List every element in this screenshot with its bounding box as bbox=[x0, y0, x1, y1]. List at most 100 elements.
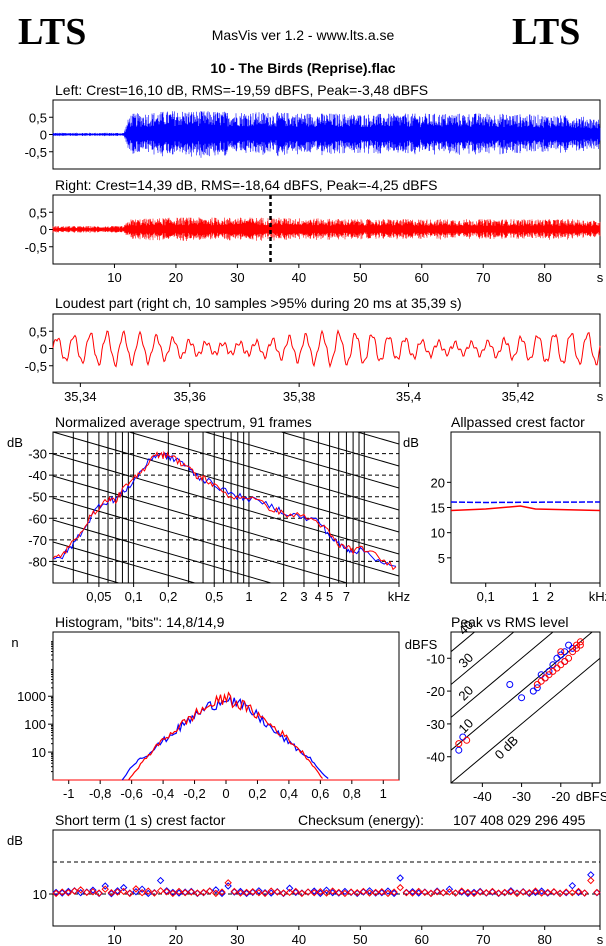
spectrum-slope-line bbox=[355, 432, 399, 445]
histogram-xtick-label: 0 bbox=[222, 786, 229, 801]
peakrms-point-right bbox=[557, 648, 565, 656]
spectrum-ytick-label: -80 bbox=[28, 554, 47, 569]
shortterm-point-left bbox=[255, 887, 263, 895]
shortterm-point-right bbox=[525, 889, 534, 897]
shortterm-xtick-label: 80 bbox=[537, 932, 551, 946]
right_wave-xtick-label: s bbox=[597, 270, 604, 285]
shortterm-point-right bbox=[64, 889, 73, 897]
shortterm-point-left bbox=[101, 882, 109, 890]
shortterm-point-right bbox=[451, 889, 460, 897]
right_wave-ytick-label: 0 bbox=[40, 223, 47, 238]
histogram-xtick-label: 0,4 bbox=[280, 786, 298, 801]
shortterm-point-right bbox=[181, 889, 189, 897]
allpass-xtick-label: 0,1 bbox=[477, 589, 495, 604]
shortterm-point-right bbox=[310, 889, 318, 897]
shortterm-point-left bbox=[556, 889, 564, 898]
shortterm-point-left bbox=[365, 887, 374, 895]
shortterm-point-left bbox=[580, 889, 589, 897]
shortterm-point-right bbox=[230, 887, 239, 896]
shortterm-point-right bbox=[556, 889, 564, 898]
shortterm-point-right bbox=[353, 889, 361, 897]
shortterm-point-right bbox=[482, 889, 491, 897]
allpass-xtick-label: 2 bbox=[547, 589, 554, 604]
shortterm-point-right bbox=[365, 889, 374, 897]
spectrum-ytick-label: -70 bbox=[28, 533, 47, 548]
right-wave-title: Right: Crest=14,39 dB, RMS=-18,64 dBFS, … bbox=[55, 177, 438, 193]
histogram-ytick-label: 1000 bbox=[17, 689, 46, 704]
shortterm-point-right bbox=[433, 888, 441, 896]
histogram-series-left bbox=[121, 695, 329, 781]
checksum-label: Checksum (energy): bbox=[298, 812, 425, 828]
shortterm-point-right bbox=[249, 888, 257, 896]
shortterm-point-right bbox=[359, 887, 368, 896]
peakrms-point-left bbox=[506, 681, 514, 688]
shortterm-xtick-label: 40 bbox=[292, 932, 306, 946]
shortterm-point-right bbox=[378, 888, 386, 896]
shortterm-point-right bbox=[273, 888, 282, 896]
spectrum-ytick-label: -60 bbox=[28, 511, 47, 526]
shortterm-point-right bbox=[427, 889, 435, 898]
histogram-ytick-label: 10 bbox=[32, 745, 46, 760]
shortterm-point-right bbox=[126, 889, 134, 898]
shortterm-point-left bbox=[107, 889, 116, 898]
shortterm-point-right bbox=[488, 887, 497, 896]
shortterm-point-right bbox=[513, 889, 521, 898]
shortterm-point-right bbox=[285, 888, 294, 897]
shortterm-point-left bbox=[242, 889, 251, 898]
peakrms-point-left bbox=[518, 694, 526, 702]
histogram-frame bbox=[52, 631, 400, 781]
left_wave-series-left bbox=[52, 111, 601, 158]
shortterm-point-left bbox=[427, 889, 435, 898]
shortterm-point-right bbox=[476, 888, 484, 896]
spectrum-slope-line bbox=[53, 519, 273, 583]
loudest-series-right bbox=[52, 329, 601, 369]
spectrum-series-right bbox=[53, 450, 397, 571]
shortterm-point-left bbox=[224, 882, 232, 890]
shortterm-point-right bbox=[169, 889, 177, 898]
peakrms-ytick-label: -10 bbox=[426, 651, 445, 666]
spectrum-xtick-label: 0,5 bbox=[205, 589, 223, 604]
spectrum-xtick-label: 0,2 bbox=[159, 589, 177, 604]
peakrms-point-right bbox=[557, 661, 565, 669]
spectrum-xtick-label: 4 bbox=[315, 589, 322, 604]
shortterm-point-left bbox=[156, 876, 165, 885]
peakrms-frame bbox=[450, 631, 601, 784]
histogram-xtick-label: -0,6 bbox=[120, 786, 142, 801]
spectrum-slope-line bbox=[53, 541, 197, 583]
spectrum-ylabel: dB bbox=[7, 435, 23, 450]
spectrum-slope-line bbox=[53, 453, 399, 555]
peakrms-point-right bbox=[576, 641, 584, 649]
shortterm-point-left bbox=[206, 887, 214, 895]
allpass-xtick-label: 1 bbox=[532, 589, 539, 604]
shortterm-point-left bbox=[587, 871, 595, 879]
shortterm-point-right bbox=[70, 887, 79, 895]
shortterm-point-right bbox=[537, 889, 546, 897]
right_wave-xtick-label: 80 bbox=[537, 270, 551, 285]
shortterm-point-right bbox=[322, 889, 331, 897]
spectrum-slope-line bbox=[53, 300, 399, 400]
peakrms-point-left bbox=[553, 654, 561, 662]
spectrum-slope-line bbox=[53, 234, 399, 334]
shortterm-point-right bbox=[113, 888, 122, 896]
shortterm-point-right bbox=[464, 888, 472, 897]
shortterm-point-right bbox=[328, 887, 337, 895]
shortterm-point-right bbox=[218, 888, 226, 896]
shortterm-point-left bbox=[378, 889, 386, 897]
histogram-xtick-label: 0,6 bbox=[311, 786, 329, 801]
shortterm-point-left bbox=[162, 887, 171, 895]
shortterm-point-right bbox=[390, 888, 398, 896]
peakrms-point-right bbox=[541, 674, 549, 682]
right_wave-xtick-label: 20 bbox=[169, 270, 183, 285]
shortterm-point-left bbox=[310, 887, 318, 895]
shortterm-xtick-label: 60 bbox=[415, 932, 429, 946]
shortterm-ylabel: dB bbox=[7, 833, 23, 848]
spectrum-slope-line bbox=[53, 563, 121, 583]
shortterm-point-right bbox=[138, 889, 146, 897]
loudest-title: Loudest part (right ch, 10 samples >95% … bbox=[55, 295, 462, 311]
shortterm-point-left bbox=[439, 889, 447, 897]
spectrum-slope-line bbox=[53, 432, 399, 533]
shortterm-point-left bbox=[390, 889, 398, 898]
shortterm-point-right bbox=[95, 889, 103, 897]
shortterm-point-right bbox=[304, 888, 312, 896]
shortterm-point-right bbox=[187, 888, 195, 896]
